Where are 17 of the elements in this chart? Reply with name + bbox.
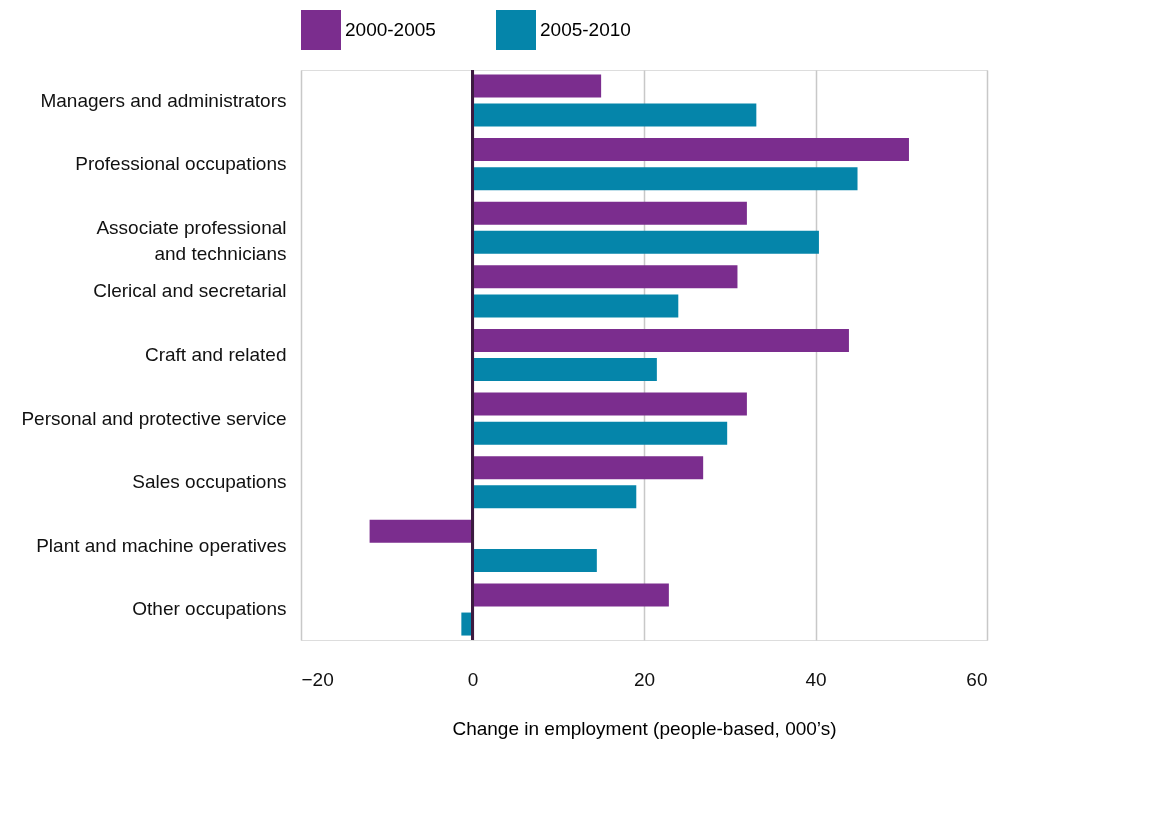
y-tick-label: Clerical and secretarial xyxy=(93,280,287,302)
y-tick-label: Managers and administrators xyxy=(40,89,287,111)
y-tick-label: Plant and machine operatives xyxy=(36,534,287,556)
x-tick-label: −20 xyxy=(301,668,334,690)
legend-label: 2000-2005 xyxy=(345,19,436,40)
x-tick-label: 40 xyxy=(805,668,827,690)
y-tick-label: Craft and related xyxy=(144,344,287,365)
x-axis-title: Change in employment (people-based, 000’s) xyxy=(452,717,837,739)
x-tick-label: 0 xyxy=(467,668,479,690)
y-tick-label: Associate professional and technicians xyxy=(96,216,287,264)
y-tick-label: Professional occupations xyxy=(75,153,287,175)
x-tick-label: 60 xyxy=(966,668,988,690)
x-tick-label: 20 xyxy=(633,668,656,690)
y-tick-label: Personal and protective service xyxy=(21,407,287,429)
y-tick-label: Sales occupations xyxy=(132,471,287,493)
y-tick-label: Other occupations xyxy=(132,598,287,620)
legend-label: 2005-2010 xyxy=(540,19,631,40)
